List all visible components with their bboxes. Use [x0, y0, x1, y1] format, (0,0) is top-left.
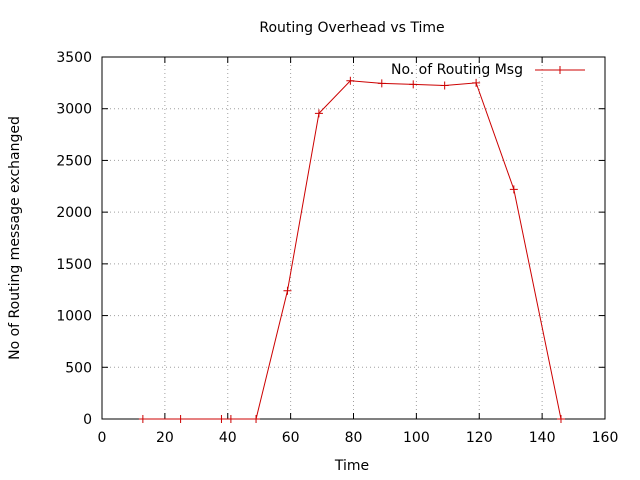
data-point-marker [252, 415, 261, 423]
x-tick-label: 0 [98, 430, 107, 446]
series-layer [138, 76, 565, 423]
data-point-marker [440, 81, 449, 90]
y-axis-label: No of Routing message exchanged [7, 116, 23, 360]
data-point-marker [176, 415, 185, 423]
legend-marker [556, 66, 564, 74]
grid-lines [102, 57, 605, 419]
data-point-marker [556, 415, 565, 423]
data-point-marker [217, 415, 226, 423]
x-tick-label: 120 [466, 430, 493, 446]
y-tick-label: 2000 [56, 205, 92, 221]
data-point-marker [509, 185, 518, 194]
x-tick-label: 20 [156, 430, 174, 446]
data-point-marker [314, 109, 323, 118]
x-tick-label: 160 [592, 430, 619, 446]
data-point-marker [472, 78, 481, 87]
y-tick-label: 1000 [56, 309, 92, 325]
x-tick-label: 40 [219, 430, 237, 446]
legend: No. of Routing Msg [391, 62, 585, 78]
x-tick-label: 80 [345, 430, 363, 446]
x-tick-label: 140 [529, 430, 556, 446]
data-point-marker [138, 415, 147, 423]
x-axis-label: Time [334, 458, 369, 474]
y-tick-label: 1500 [56, 257, 92, 273]
chart-title: Routing Overhead vs Time [259, 20, 444, 36]
y-tick-label: 3000 [56, 102, 92, 118]
data-point-marker [409, 80, 418, 89]
data-point-marker [377, 79, 386, 88]
x-tick-label: 100 [403, 430, 430, 446]
axis-ticks: 0 20 40 60 80 100 120 140 160 0 500 1000 1500 2000 250… [56, 50, 618, 446]
y-tick-label: 0 [83, 412, 92, 428]
y-tick-label: 500 [65, 360, 92, 376]
legend-label: No. of Routing Msg [391, 62, 523, 78]
data-point-marker [283, 286, 292, 295]
y-tick-label: 3500 [56, 50, 92, 66]
series-line [142, 80, 562, 420]
data-point-marker [346, 76, 355, 85]
x-tick-label: 60 [282, 430, 300, 446]
data-point-marker [226, 415, 235, 423]
y-tick-label: 2500 [56, 153, 92, 169]
